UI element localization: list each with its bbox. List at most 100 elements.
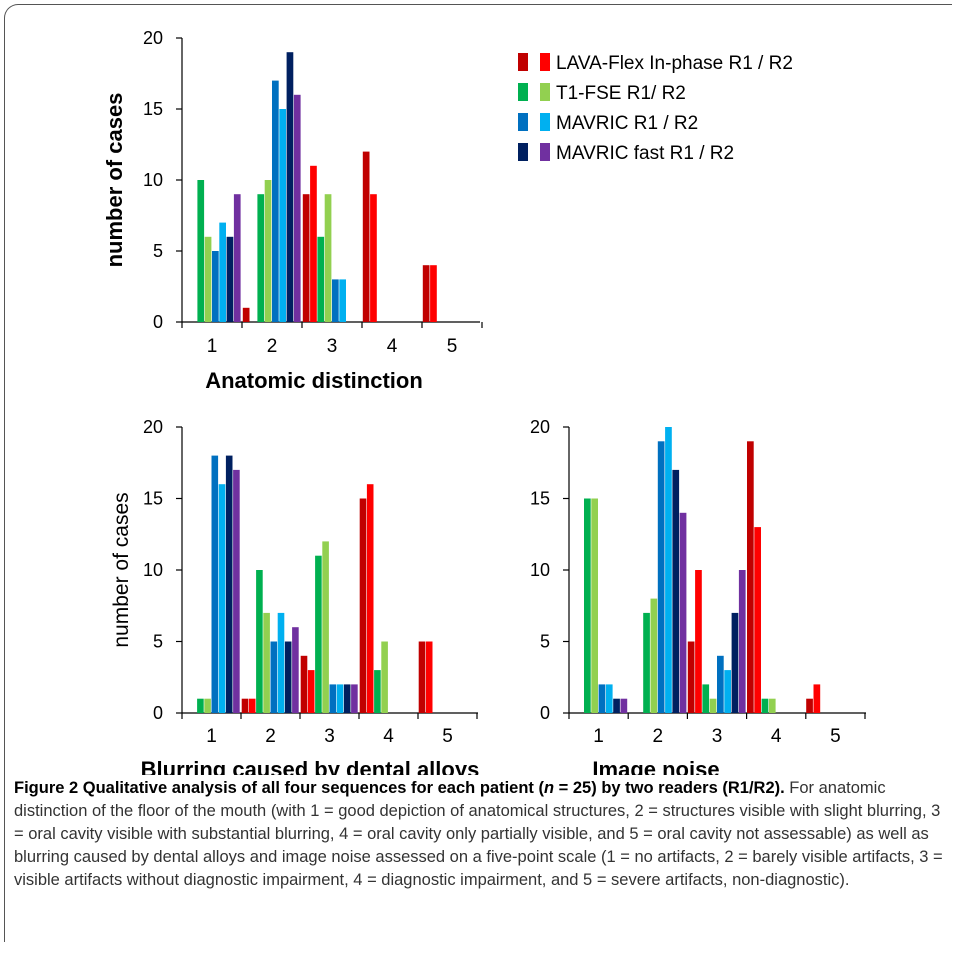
bar xyxy=(370,194,377,322)
x-category-label: 1 xyxy=(206,726,217,747)
bar xyxy=(591,498,598,713)
bar xyxy=(233,194,241,322)
bar xyxy=(665,427,672,713)
y-axis-title: number of cases xyxy=(110,492,133,647)
x-category-label: 5 xyxy=(447,336,458,357)
bar xyxy=(650,598,658,713)
x-category-label: 2 xyxy=(267,336,278,357)
bar xyxy=(300,655,308,713)
bar xyxy=(359,498,367,713)
bar xyxy=(211,455,219,713)
x-category-label: 4 xyxy=(387,336,398,357)
bar xyxy=(605,684,613,713)
y-tick-label: 5 xyxy=(540,632,550,652)
x-category-label: 3 xyxy=(712,726,723,747)
bar xyxy=(747,441,754,713)
bar xyxy=(307,670,315,713)
bar xyxy=(332,279,339,322)
bar xyxy=(702,684,710,713)
x-category-label: 4 xyxy=(383,726,394,747)
bar xyxy=(761,698,769,713)
legend-swatch xyxy=(540,113,550,131)
bar xyxy=(225,455,233,713)
x-category-label: 5 xyxy=(830,726,841,747)
legend-label: LAVA-Flex In-phase R1 / R2 xyxy=(556,53,793,74)
bar xyxy=(302,194,310,322)
bar xyxy=(343,684,351,713)
y-tick-label: 20 xyxy=(143,28,163,48)
bar xyxy=(241,698,249,713)
bar xyxy=(286,52,294,322)
y-tick-label: 10 xyxy=(143,170,163,190)
bar xyxy=(336,684,344,713)
bar xyxy=(322,541,329,713)
bar xyxy=(374,670,381,713)
bar xyxy=(643,612,650,713)
legend-swatch xyxy=(518,53,528,71)
x-category-label: 3 xyxy=(324,726,335,747)
y-tick-label: 15 xyxy=(143,489,163,509)
y-tick-label: 0 xyxy=(540,703,550,723)
legend-label: MAVRIC fast R1 / R2 xyxy=(556,143,734,164)
bar xyxy=(270,641,278,713)
legend: LAVA-Flex In-phase R1 / R2 T1-FSE R1/ R2 M… xyxy=(518,53,793,164)
legend-swatch xyxy=(540,143,550,161)
bar xyxy=(197,180,205,322)
bar xyxy=(226,236,234,322)
bar xyxy=(233,469,240,713)
y-tick-label: 20 xyxy=(530,417,550,437)
bar xyxy=(657,441,665,713)
bar xyxy=(731,612,739,713)
bar xyxy=(324,194,332,322)
bar xyxy=(717,655,724,713)
bar xyxy=(315,555,322,713)
x-category-label: 2 xyxy=(653,726,664,747)
y-tick-label: 0 xyxy=(153,703,163,723)
x-axis-title: Blurring caused by dental alloys xyxy=(141,757,480,775)
chart-panel-1: 0 5 10 15 20 1 2 3 4 5 Anatomic distinction number … xyxy=(102,28,483,393)
bar xyxy=(339,279,346,322)
bar xyxy=(724,670,731,713)
legend-swatch xyxy=(540,83,550,101)
bar xyxy=(709,698,717,713)
bar xyxy=(264,180,272,322)
bar xyxy=(219,222,226,322)
bar xyxy=(204,236,212,322)
bar xyxy=(263,612,270,713)
bar xyxy=(620,698,628,713)
x-axis-title: Anatomic distinction xyxy=(205,368,423,393)
legend-swatch xyxy=(540,53,550,71)
x-category-label: 5 xyxy=(442,726,453,747)
y-tick-label: 15 xyxy=(530,489,550,509)
bar xyxy=(279,109,286,322)
bar xyxy=(754,527,761,713)
x-category-label: 1 xyxy=(207,336,218,357)
bar xyxy=(425,641,433,713)
y-tick-label: 20 xyxy=(143,417,163,437)
bar xyxy=(418,641,426,713)
bar xyxy=(366,484,374,713)
bar xyxy=(381,641,388,713)
bar xyxy=(248,698,256,713)
legend-swatch xyxy=(518,83,528,101)
bar xyxy=(679,512,687,713)
y-tick-label: 10 xyxy=(143,560,163,580)
x-category-label: 4 xyxy=(771,726,782,747)
chart-panel-2: 0 5 10 15 20 1 2 3 4 5 Blurring caused by dental a… xyxy=(110,417,479,775)
x-axis-title: Image noise xyxy=(592,757,719,775)
x-category-label: 1 xyxy=(593,726,604,747)
y-tick-label: 0 xyxy=(153,312,163,332)
bar xyxy=(738,570,746,713)
bar xyxy=(584,498,591,713)
legend-label: T1-FSE R1/ R2 xyxy=(556,83,686,104)
bar xyxy=(768,698,776,713)
bar xyxy=(687,641,695,713)
bar xyxy=(422,265,430,322)
bar xyxy=(317,236,325,322)
figure-caption: Figure 2 Qualitative analysis of all fou… xyxy=(14,777,944,892)
caption-body: For anatomic distinction of the floor of… xyxy=(14,779,943,889)
bar xyxy=(329,684,337,713)
bar xyxy=(613,698,620,713)
bar xyxy=(351,684,358,713)
